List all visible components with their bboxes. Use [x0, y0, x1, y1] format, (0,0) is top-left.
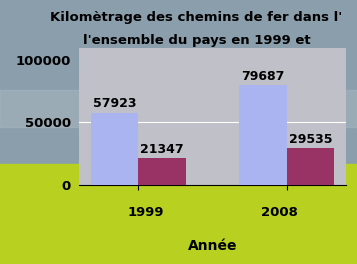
- Bar: [91, 112, 138, 185]
- Text: 21347: 21347: [140, 143, 184, 156]
- Bar: [138, 158, 186, 185]
- Text: 79687: 79687: [241, 70, 285, 83]
- Text: l'ensemble du pays en 1999 et: l'ensemble du pays en 1999 et: [82, 34, 310, 47]
- Bar: [0, 90, 357, 127]
- Bar: [239, 85, 287, 185]
- Bar: [0, 164, 357, 264]
- Text: 2008: 2008: [261, 206, 298, 219]
- Text: Année: Année: [188, 238, 237, 253]
- Bar: [287, 148, 334, 185]
- Text: 57923: 57923: [93, 97, 136, 110]
- Text: Kilomètrage des chemins de fer dans l': Kilomètrage des chemins de fer dans l': [50, 11, 342, 23]
- Text: 1999: 1999: [127, 206, 164, 219]
- Text: 29535: 29535: [288, 133, 332, 146]
- Bar: [0, 0, 357, 164]
